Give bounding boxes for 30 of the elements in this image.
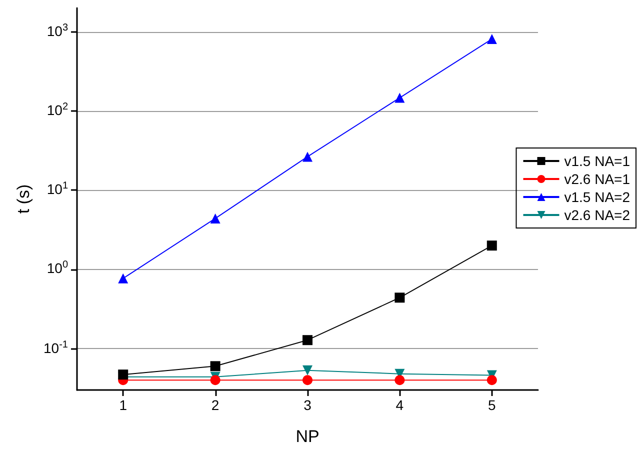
point <box>302 335 312 346</box>
x-tick-label: 1 <box>119 397 128 413</box>
x-axis-title: NP <box>296 427 320 446</box>
x-tick-label: 2 <box>211 397 220 413</box>
point <box>302 152 312 162</box>
y-tick-label: 10$^{-1}$ <box>44 338 68 358</box>
y-tick-label: 10$^{1}$ <box>46 180 68 200</box>
legend-label: v2.6 NA=2 <box>564 207 630 223</box>
point <box>118 273 128 284</box>
y-axis-title: t (s) <box>14 184 33 214</box>
legend-label: v2.6 NA=1 <box>564 171 630 187</box>
point <box>302 365 312 376</box>
y-tick-label: 10$^{0}$ <box>46 260 68 278</box>
point <box>486 240 497 251</box>
point <box>394 92 405 103</box>
point <box>302 375 312 386</box>
y-tick-label: 10$^{2}$ <box>46 101 68 120</box>
x-tick-label: 4 <box>396 397 404 413</box>
legend-label: v1.5 NA=2 <box>564 189 630 205</box>
y-tick-label: 10$^{3}$ <box>46 22 68 41</box>
point <box>486 34 497 44</box>
x-tick-label: 5 <box>488 397 496 413</box>
x-tick-label: 3 <box>304 397 312 413</box>
legend-label: v1.5 NA=1 <box>564 153 630 169</box>
point <box>394 375 405 386</box>
point <box>394 292 405 303</box>
point <box>486 375 497 386</box>
point <box>210 375 220 386</box>
point <box>210 361 220 372</box>
point <box>210 213 220 224</box>
